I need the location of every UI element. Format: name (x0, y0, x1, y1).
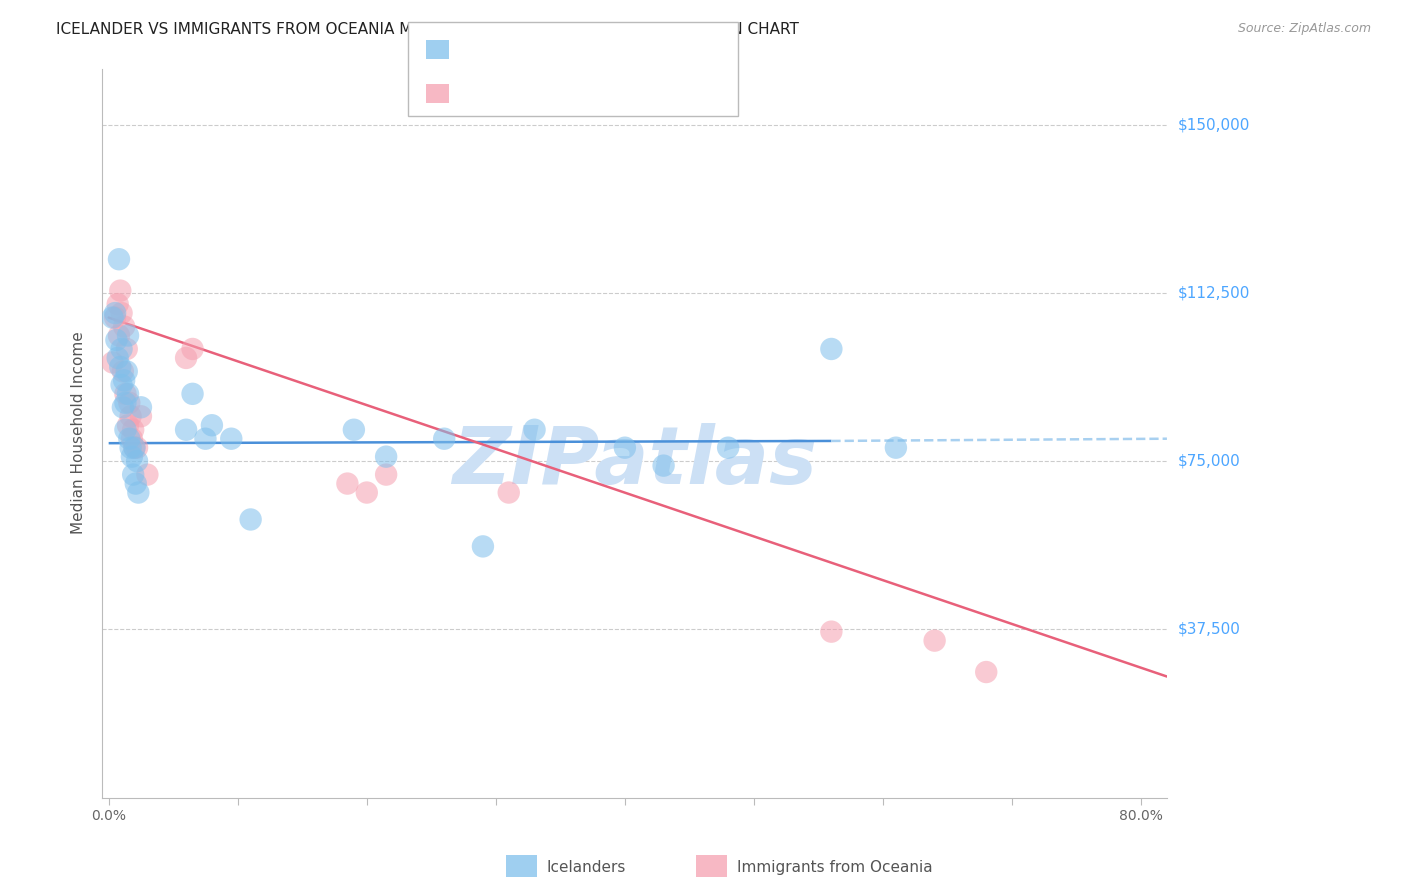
Point (101, 355, 124, 369)
Point (108, 328, 131, 343)
Point (117, 387, 139, 401)
Point (120, 441, 142, 455)
Point (110, 342, 132, 356)
Point (181, 342, 204, 356)
Point (108, 252, 131, 267)
Text: Source: ZipAtlas.com: Source: ZipAtlas.com (1237, 22, 1371, 36)
Point (104, 310, 127, 325)
Point (120, 409, 142, 424)
Point (118, 432, 141, 446)
Point (127, 485, 149, 500)
Text: N =: N = (571, 45, 607, 59)
Point (101, 310, 124, 325)
Point (136, 467, 159, 482)
Point (111, 401, 134, 415)
Point (107, 297, 129, 311)
Point (110, 306, 132, 320)
Text: 40: 40 (606, 45, 628, 59)
Point (219, 432, 242, 446)
Point (124, 441, 146, 455)
Point (114, 396, 136, 410)
Point (117, 418, 139, 433)
Point (121, 450, 143, 464)
Point (181, 387, 204, 401)
Point (201, 418, 224, 433)
Point (820, 342, 842, 356)
Point (105, 333, 128, 347)
Point (924, 633, 946, 648)
Point (118, 396, 141, 410)
Text: $37,500: $37,500 (1178, 622, 1241, 637)
Point (129, 409, 152, 424)
Point (336, 476, 359, 491)
Point (110, 359, 132, 374)
Text: Icelanders: Icelanders (547, 860, 626, 874)
Text: ICELANDER VS IMMIGRANTS FROM OCEANIA MEDIAN HOUSEHOLD INCOME CORRELATION CHART: ICELANDER VS IMMIGRANTS FROM OCEANIA MED… (56, 22, 799, 37)
Point (523, 423, 546, 437)
Point (125, 476, 148, 491)
Point (239, 512, 262, 526)
Point (356, 485, 378, 500)
Point (110, 284, 132, 298)
Y-axis label: Median Household Income: Median Household Income (72, 332, 86, 534)
Text: $75,000: $75,000 (1178, 454, 1240, 468)
Point (343, 423, 366, 437)
Text: 0.015: 0.015 (505, 45, 555, 59)
Point (114, 387, 136, 401)
Point (114, 423, 136, 437)
Text: -0.477: -0.477 (496, 88, 554, 103)
Text: Immigrants from Oceania: Immigrants from Oceania (737, 860, 932, 874)
Text: $150,000: $150,000 (1178, 117, 1250, 132)
Point (110, 377, 132, 392)
Point (107, 351, 129, 365)
Point (115, 364, 138, 378)
Point (122, 423, 145, 437)
Point (884, 441, 907, 455)
Text: N =: N = (571, 88, 607, 103)
Point (375, 467, 398, 482)
Point (652, 458, 675, 473)
Point (613, 441, 636, 455)
Point (111, 364, 134, 378)
Point (125, 441, 148, 455)
Point (498, 485, 520, 500)
Text: R =: R = (457, 45, 496, 59)
Point (174, 351, 197, 365)
Text: ZIPatlas: ZIPatlas (453, 424, 817, 501)
Point (129, 401, 152, 415)
Text: R =: R = (457, 88, 492, 103)
Point (125, 454, 148, 468)
Point (112, 373, 135, 387)
Point (122, 467, 145, 482)
Point (974, 665, 997, 679)
Point (121, 432, 143, 446)
Point (112, 319, 135, 334)
Text: 32: 32 (606, 88, 628, 103)
Point (194, 432, 217, 446)
Point (471, 540, 494, 554)
Point (115, 342, 138, 356)
Point (104, 306, 127, 320)
Point (820, 624, 842, 639)
Point (174, 423, 197, 437)
Point (717, 441, 740, 455)
Point (124, 441, 146, 455)
Text: $112,500: $112,500 (1178, 285, 1250, 301)
Point (375, 450, 398, 464)
Point (433, 432, 456, 446)
Point (117, 328, 139, 343)
